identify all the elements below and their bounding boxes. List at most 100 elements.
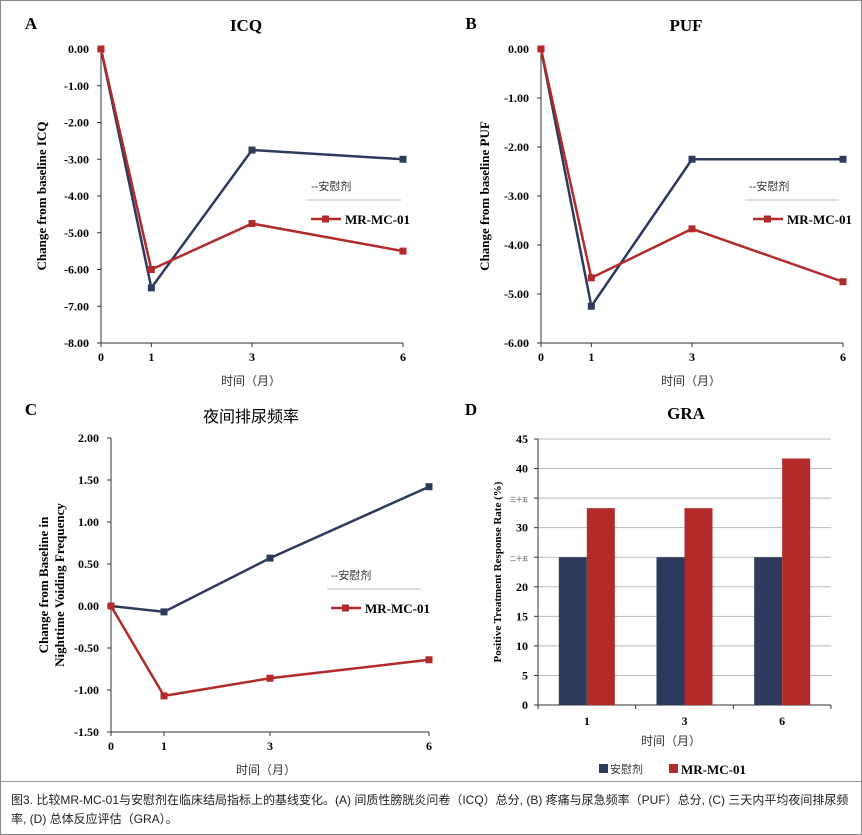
- series-line-placebo: [99, 48, 404, 291]
- x-axis-label: 时间（月）: [236, 763, 296, 777]
- bar-mr-mc-01: [782, 458, 811, 705]
- y-tick-label: 0.00: [508, 42, 529, 56]
- legend-label-mr-mc-01: MR-MC-01: [787, 212, 852, 227]
- series-line-mr-mc-01: [539, 48, 844, 283]
- panel-letter: C: [25, 400, 37, 419]
- legend-label-placebo: --安慰剂: [749, 179, 789, 193]
- y-tick-label: 30: [516, 521, 528, 535]
- series-line-mr-mc-01: [99, 48, 404, 272]
- x-tick-label: 0: [108, 739, 114, 753]
- y-tick-label: 1.50: [78, 473, 99, 487]
- x-tick-label: 3: [682, 714, 688, 728]
- data-point: [97, 45, 105, 53]
- y-tick-label: -6.00: [64, 263, 89, 277]
- data-point: [147, 266, 155, 273]
- bar-placebo: [754, 557, 783, 705]
- chart-title: ICQ: [230, 16, 262, 35]
- y-axis-label: Change from Baseline inNighttime Voiding…: [36, 503, 67, 667]
- y-tick-label: -1.00: [64, 79, 89, 93]
- y-tick-label: 1.00: [78, 515, 99, 529]
- y-tick-label: 0.00: [68, 42, 89, 56]
- legend-marker: [764, 215, 771, 223]
- y-tick-label: -2.00: [64, 116, 89, 130]
- data-point: [425, 483, 433, 491]
- data-point: [537, 45, 545, 53]
- y-tick-label: 15: [516, 609, 528, 623]
- x-tick-label: 1: [584, 714, 590, 728]
- y-tick-label: 二十五: [510, 555, 528, 563]
- y-tick-label: 10: [516, 639, 528, 653]
- x-axis-label: 时间（月）: [221, 374, 281, 388]
- y-tick-label: -7.00: [64, 299, 89, 313]
- x-tick-label: 6: [400, 350, 406, 364]
- panel-letter: A: [25, 14, 38, 33]
- legend-label-mr-mc-01: MR-MC-01: [365, 601, 430, 616]
- y-tick-label: 0.00: [78, 599, 99, 613]
- legend-marker: [322, 215, 329, 223]
- data-point: [248, 146, 256, 154]
- y-tick-label: -3.00: [504, 189, 529, 203]
- bar-mr-mc-01: [684, 508, 713, 705]
- y-tick-label: 三十五: [510, 496, 528, 504]
- data-point: [399, 155, 407, 163]
- data-point: [587, 302, 595, 310]
- legend-swatch-mr-mc-01: [669, 764, 678, 773]
- y-tick-label: -5.00: [64, 226, 89, 240]
- legend-label-mr-mc-01: MR-MC-01: [345, 212, 410, 227]
- y-tick-label: -1.00: [504, 91, 529, 105]
- series-line-placebo: [539, 48, 843, 310]
- x-tick-label: 0: [538, 350, 544, 364]
- data-point: [147, 284, 155, 292]
- y-tick-label: -6.00: [504, 336, 529, 350]
- x-tick-label: 6: [840, 350, 846, 364]
- chart-title: GRA: [667, 404, 706, 423]
- legend-label-mr-mc-01: MR-MC-01: [681, 762, 746, 777]
- y-axis-label: Change from baseline ICQ: [34, 122, 49, 271]
- data-point: [688, 155, 696, 163]
- y-tick-label: -1.00: [74, 683, 99, 697]
- y-axis-label: Positive Treatment Response Rate (%): [492, 481, 504, 662]
- panel-letter: B: [465, 14, 476, 33]
- y-tick-label: -2.00: [504, 140, 529, 154]
- data-point: [266, 554, 274, 562]
- legend-label-placebo: 安慰剂: [610, 762, 643, 776]
- data-point: [839, 278, 847, 286]
- y-tick-label: -3.00: [64, 152, 89, 166]
- figure-charts: A ICQ 时间（月） Change from baseline ICQ 0.00 -1.…: [25, 14, 852, 777]
- data-point: [266, 674, 274, 682]
- y-tick-label: 0: [522, 698, 528, 712]
- legend-swatch-placebo: [599, 764, 608, 773]
- y-tick-label: -5.00: [504, 287, 529, 301]
- x-tick-label: 1: [588, 350, 594, 364]
- x-tick-label: 6: [426, 739, 432, 753]
- data-point: [688, 225, 696, 233]
- legend-label-placebo: --安慰剂: [311, 179, 351, 193]
- data-point: [160, 692, 168, 700]
- legend-label-placebo: --安慰剂: [331, 568, 371, 582]
- x-tick-label: 1: [148, 350, 154, 364]
- x-tick-label: 6: [779, 714, 785, 728]
- data-point: [839, 155, 847, 163]
- legend-marker: [342, 604, 349, 612]
- y-axis-label: Change from baseline PUF: [477, 121, 492, 271]
- bar-mr-mc-01: [586, 508, 615, 705]
- bar-placebo: [558, 557, 587, 705]
- x-axis-label: 时间（月）: [661, 374, 721, 388]
- data-point: [107, 602, 115, 610]
- y-tick-label: -1.50: [74, 725, 99, 739]
- y-tick-label: 2.00: [78, 431, 99, 445]
- chart-title: 夜间排尿频率: [203, 408, 299, 426]
- series-line-mr-mc-01: [109, 605, 430, 698]
- y-tick-label: 45: [516, 432, 528, 446]
- data-point: [587, 274, 595, 282]
- y-tick-label: -8.00: [64, 336, 89, 350]
- divider: [1, 781, 861, 782]
- data-point: [160, 608, 168, 616]
- y-tick-label: -0.50: [74, 641, 99, 655]
- y-tick-label: 20: [516, 580, 528, 594]
- y-tick-label: -4.00: [64, 189, 89, 203]
- data-point: [399, 247, 407, 255]
- figure-caption: 图3. 比较MR-MC-01与安慰剂在临床结局指标上的基线变化。(A) 间质性膀…: [11, 793, 849, 826]
- x-tick-label: 0: [98, 350, 104, 364]
